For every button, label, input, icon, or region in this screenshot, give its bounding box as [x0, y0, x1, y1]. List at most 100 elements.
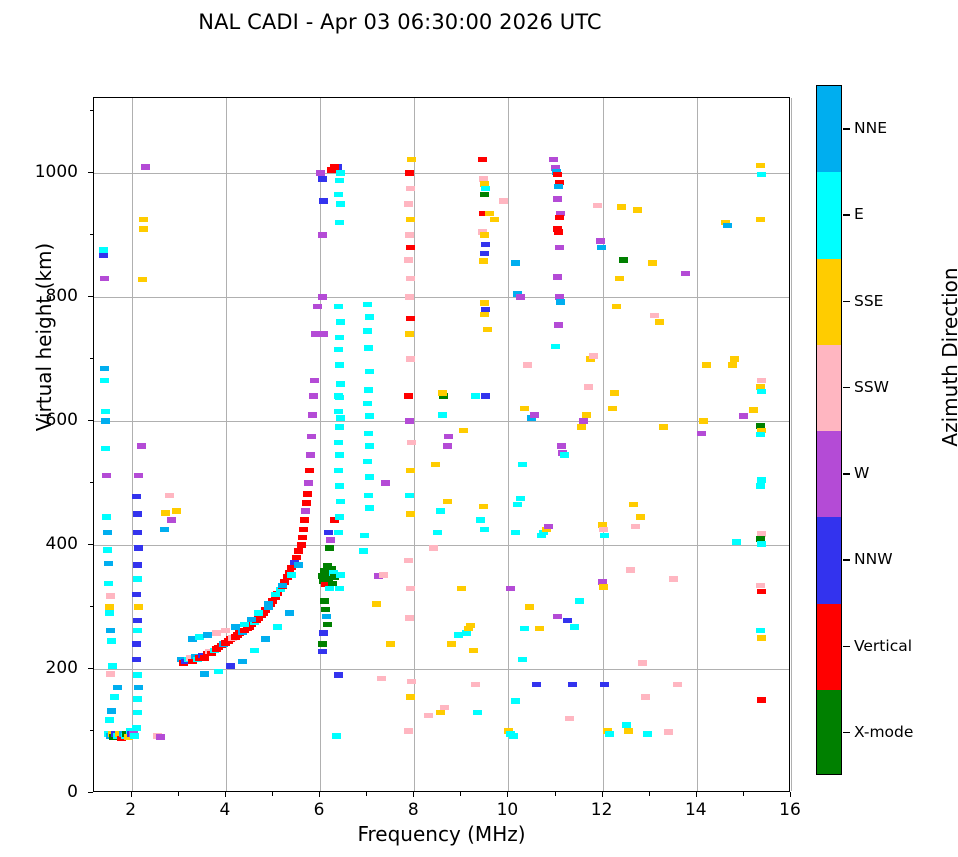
echo-point: [757, 541, 767, 547]
echo-point: [376, 675, 386, 682]
x-axis-minor-tick: [366, 792, 368, 796]
echo-point: [405, 694, 415, 700]
echo-point: [372, 601, 382, 607]
echo-point: [104, 580, 114, 587]
echo-point: [461, 630, 471, 636]
echo-point: [131, 493, 141, 500]
echo-point: [481, 241, 491, 248]
colorbar-label-w: W: [854, 464, 870, 483]
echo-point: [482, 326, 492, 332]
echo-point: [593, 202, 603, 208]
echo-point: [247, 616, 257, 623]
echo-point: [364, 443, 374, 449]
gridline-horizontal: [94, 297, 789, 298]
echo-point: [99, 252, 109, 258]
echo-point: [527, 415, 537, 421]
echo-point: [363, 387, 373, 393]
y-axis-tick-label: 0: [67, 782, 78, 802]
colorbar-tick: [843, 214, 850, 216]
echo-point: [296, 542, 306, 548]
echo-point: [318, 641, 328, 647]
echo-point: [485, 210, 495, 217]
echo-point: [468, 647, 478, 654]
echo-point: [301, 508, 311, 514]
x-axis-minor-tick: [177, 792, 179, 796]
echo-point: [336, 319, 346, 325]
echo-point: [302, 500, 312, 506]
echo-point: [365, 413, 375, 419]
echo-point: [299, 526, 309, 533]
gridline-vertical: [508, 98, 510, 791]
echo-point: [699, 418, 709, 424]
x-axis-tick-label: 14: [684, 800, 707, 820]
echo-point: [755, 423, 765, 429]
colorbar-title: Azimuth Direction: [938, 267, 958, 447]
colorbar-label-ssw: SSW: [854, 377, 890, 396]
echo-point: [539, 529, 549, 536]
x-axis-tick: [695, 792, 697, 797]
echo-point: [321, 606, 331, 613]
colorbar-segment-sse: [817, 258, 841, 345]
echo-point: [640, 694, 650, 700]
echo-point: [160, 526, 170, 533]
echo-point: [697, 430, 707, 437]
echo-point: [200, 655, 210, 661]
echo-point: [334, 467, 344, 474]
gridline-horizontal: [94, 421, 789, 422]
echo-point: [261, 607, 271, 613]
echo-point: [161, 510, 171, 516]
echo-point: [308, 393, 318, 399]
echo-point: [334, 346, 344, 353]
echo-point: [757, 427, 767, 434]
echo-point: [668, 576, 678, 582]
echo-point: [329, 517, 339, 523]
echo-point: [124, 734, 134, 740]
echo-point: [307, 433, 317, 440]
echo-point: [335, 424, 345, 430]
echo-point: [230, 624, 240, 630]
y-axis-minor-tick: [89, 730, 93, 731]
echo-point: [316, 170, 326, 176]
echo-point: [405, 356, 415, 362]
y-axis-tick: [88, 792, 93, 793]
echo-point: [405, 275, 415, 282]
echo-point: [287, 564, 297, 571]
echo-point: [407, 156, 417, 163]
echo-point: [332, 733, 342, 739]
echo-point: [755, 162, 765, 169]
echo-point: [133, 696, 143, 702]
echo-point: [609, 390, 619, 396]
y-axis-title: Virtual height (km): [32, 242, 56, 432]
echo-point: [456, 585, 466, 592]
y-axis-minor-tick: [89, 234, 93, 236]
echo-point: [249, 647, 259, 654]
echo-point: [755, 627, 765, 634]
echo-point: [405, 185, 415, 192]
echo-point: [647, 260, 657, 266]
echo-point: [106, 627, 116, 634]
echo-point: [569, 624, 579, 630]
echo-point: [327, 580, 337, 587]
echo-point: [443, 433, 453, 440]
echo-point: [626, 567, 636, 573]
echo-point: [607, 405, 617, 412]
x-axis-tick: [413, 792, 415, 797]
echo-point: [522, 362, 532, 368]
echo-point: [323, 621, 333, 628]
echo-point: [336, 381, 346, 387]
echo-point: [405, 244, 415, 251]
echo-point: [335, 514, 345, 520]
gridline-vertical: [225, 98, 227, 791]
echo-point: [335, 219, 345, 226]
echo-point: [259, 610, 269, 616]
echo-point: [270, 591, 280, 598]
echo-point: [548, 156, 558, 163]
echo-point: [362, 400, 372, 407]
colorbar-label-x-mode: X-mode: [854, 722, 914, 741]
echo-point: [404, 393, 414, 399]
echo-point: [757, 388, 767, 394]
echo-point: [261, 636, 271, 642]
echo-point: [310, 331, 320, 337]
echo-point: [755, 483, 765, 489]
colorbar-segment-nne: [817, 86, 841, 173]
